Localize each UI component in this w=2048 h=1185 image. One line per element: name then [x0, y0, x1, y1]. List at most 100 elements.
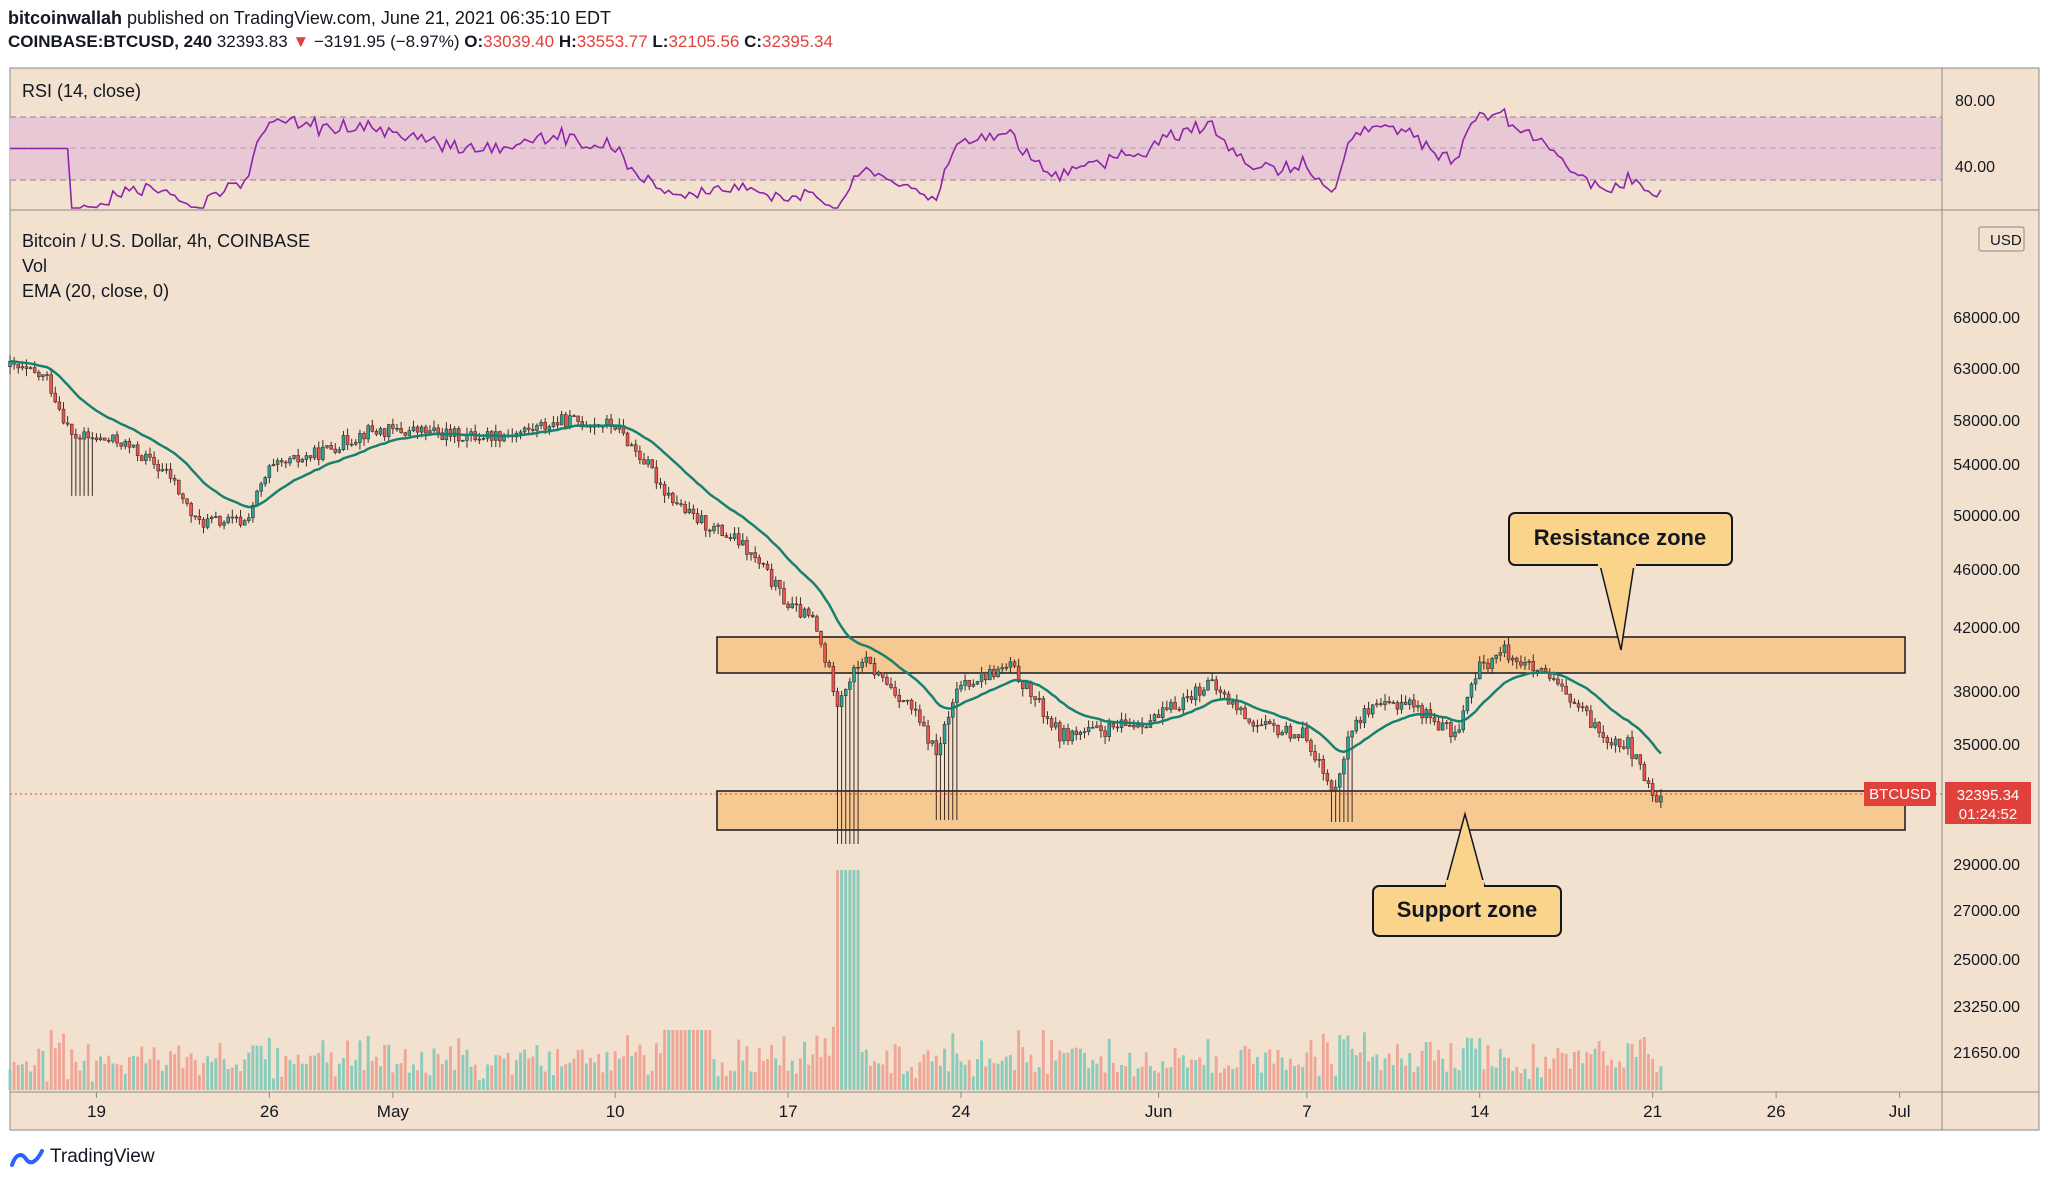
- last-price-badge: [1945, 782, 2031, 824]
- candle: [1477, 661, 1482, 680]
- volume-bar: [412, 1064, 415, 1090]
- candle: [691, 508, 696, 514]
- volume-bar: [457, 1038, 461, 1090]
- volume-bar: [1564, 1053, 1568, 1090]
- resistance-callout[interactable]: Resistance zone: [1508, 512, 1733, 651]
- volume-bar: [1284, 1069, 1288, 1090]
- volume-bar: [922, 1054, 926, 1090]
- volume-bar: [1515, 1066, 1519, 1090]
- volume-bar: [1070, 1048, 1074, 1090]
- price-axis[interactable]: [1941, 209, 2040, 1131]
- volume-bar: [1276, 1050, 1280, 1090]
- candle: [1325, 773, 1330, 782]
- volume-bar: [1107, 1038, 1111, 1090]
- volume-bar: [502, 1058, 506, 1090]
- volume-bar: [350, 1065, 354, 1090]
- candle: [815, 616, 819, 632]
- candle: [1300, 727, 1305, 739]
- candle: [658, 482, 663, 485]
- volume-bar: [667, 1030, 671, 1090]
- volume-bar: [1523, 1068, 1527, 1090]
- volume-bar: [1223, 1068, 1226, 1090]
- volume-bar: [103, 1063, 107, 1090]
- candle: [1119, 719, 1124, 728]
- candle: [946, 716, 951, 725]
- candle: [1342, 758, 1346, 775]
- author-name[interactable]: bitcoinwallah: [8, 8, 123, 28]
- candle: [1263, 721, 1268, 726]
- volume-bar: [152, 1047, 156, 1090]
- candle: [1107, 723, 1111, 737]
- candle: [1239, 707, 1243, 711]
- candle: [1004, 666, 1009, 669]
- volume-bar: [230, 1067, 234, 1090]
- candle: [1041, 698, 1046, 717]
- volume-bar: [1470, 1038, 1473, 1090]
- support-zone[interactable]: [716, 790, 1906, 831]
- volume-bar: [848, 870, 852, 1090]
- volume-bar: [20, 1064, 24, 1090]
- symbol-label[interactable]: COINBASE:BTCUSD, 240: [8, 32, 213, 51]
- volume-bar: [1622, 1067, 1626, 1090]
- volume-bar: [712, 1058, 716, 1090]
- low-label: L:: [652, 32, 669, 51]
- volume-bar: [605, 1052, 609, 1090]
- volume-bar: [510, 1074, 514, 1090]
- volume-bar: [41, 1050, 45, 1090]
- volume-bar: [823, 1038, 827, 1090]
- volume-bar: [57, 1042, 61, 1090]
- volume-bar: [374, 1056, 378, 1090]
- candle: [251, 504, 255, 519]
- volume-bar: [1013, 1069, 1016, 1090]
- candle: [979, 672, 984, 682]
- volume-bar: [173, 1054, 177, 1090]
- volume-bar: [1449, 1043, 1453, 1090]
- candle: [708, 529, 712, 532]
- volume-bar: [654, 1043, 658, 1090]
- candle: [1531, 661, 1535, 671]
- price-tick: 46000.00: [1953, 562, 2020, 579]
- volume-bar: [1490, 1066, 1494, 1090]
- currency-badge[interactable]: [1978, 226, 2025, 252]
- volume-bar: [1342, 1039, 1346, 1090]
- volume-bar: [267, 1037, 271, 1090]
- volume-bar: [708, 1030, 712, 1090]
- rsi-axis[interactable]: [1941, 67, 2040, 211]
- volume-bar: [1025, 1062, 1029, 1090]
- volume-bar: [1046, 1073, 1049, 1090]
- volume-bar: [453, 1069, 457, 1090]
- volume-bar: [646, 1074, 650, 1090]
- volume-bar: [906, 1071, 909, 1090]
- volume-bar: [202, 1062, 205, 1090]
- time-axis[interactable]: [9, 1091, 1943, 1131]
- candle: [1622, 746, 1626, 749]
- volume-bar: [156, 1059, 160, 1090]
- volume-bar: [1161, 1061, 1165, 1090]
- volume-bar: [218, 1042, 222, 1090]
- volume-bar: [757, 1048, 761, 1090]
- tradingview-logo[interactable]: TradingView: [10, 1146, 155, 1168]
- volume-bar: [1144, 1052, 1148, 1090]
- price-tick: 23250.00: [1953, 999, 2020, 1016]
- volume-bar: [1325, 1042, 1329, 1090]
- volume-bar: [1391, 1065, 1395, 1090]
- candle: [399, 428, 403, 433]
- volume-bar: [494, 1055, 498, 1090]
- candle: [572, 415, 576, 418]
- candle: [407, 430, 412, 436]
- candle: [1362, 708, 1367, 724]
- candle: [304, 455, 309, 460]
- volume-bar: [90, 1081, 94, 1090]
- volume-bar: [1593, 1048, 1597, 1090]
- resistance-zone[interactable]: [716, 636, 1906, 674]
- candle: [1086, 727, 1091, 733]
- time-label: 10: [606, 1102, 625, 1121]
- volume-bar: [1457, 1070, 1461, 1090]
- ema-polyline: [9, 360, 1662, 755]
- volume-bar: [1638, 1039, 1642, 1090]
- support-callout[interactable]: Support zone: [1372, 811, 1562, 937]
- candle: [1160, 707, 1165, 718]
- candle: [127, 440, 132, 448]
- volume-bar: [276, 1047, 280, 1090]
